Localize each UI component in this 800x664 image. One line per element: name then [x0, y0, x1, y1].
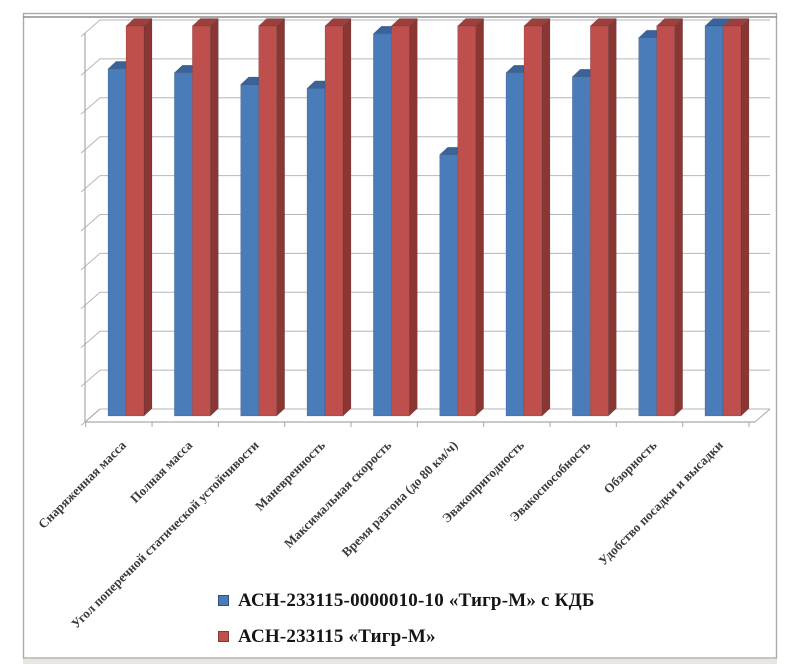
category-label: Полная масса	[127, 437, 196, 506]
left-wall-tick	[80, 369, 101, 387]
left-wall-tick	[80, 253, 101, 271]
floor-left-edge	[84, 408, 101, 423]
left-wall-tick	[80, 330, 101, 349]
category-label: Маневренность	[252, 437, 328, 513]
bar-series-2	[125, 25, 145, 417]
bar-side-series-2	[475, 17, 484, 417]
bar-series-1	[572, 76, 591, 417]
bar-series-1	[505, 72, 525, 417]
left-wall-tick	[80, 19, 101, 37]
category-label: Обзорность	[601, 437, 660, 496]
bottom-strip	[23, 659, 777, 664]
legend-swatch-red	[218, 631, 229, 642]
category-label: Удобство посадки и высадки	[595, 437, 726, 568]
bar-side-series-2	[342, 17, 352, 417]
bar-series-2	[656, 25, 675, 417]
left-wall-tick	[80, 291, 101, 310]
bar-series-1	[240, 84, 259, 417]
legend-item-series-2: АСН-233115 «Тигр-М»	[218, 625, 595, 647]
left-wall-tick	[80, 175, 101, 193]
category-label: Время разгона (до 80 км/ч)	[339, 438, 461, 560]
legend-label-series-2: АСН-233115 «Тигр-М»	[238, 625, 436, 647]
category-label: Максимальная скорость	[281, 437, 394, 550]
chart-legend: АСН-233115-0000010-10 «Тигр-М» с КДБ АСН…	[218, 589, 595, 663]
bar-side-series-2	[143, 17, 153, 417]
bar-series-1	[306, 88, 326, 417]
bar-side-series-2	[674, 17, 683, 417]
bar-series-2	[324, 25, 344, 417]
bar-series-2	[722, 25, 742, 417]
bar-series-2	[523, 25, 543, 417]
bar-series-2	[258, 25, 277, 417]
bar-series-1	[174, 72, 193, 417]
legend-label-series-1: АСН-233115-0000010-10 «Тигр-М» с КДБ	[238, 589, 595, 611]
chart-border	[22, 12, 778, 659]
bar-series-2	[590, 25, 609, 417]
left-wall-tick	[80, 214, 101, 232]
left-wall-tick	[80, 97, 101, 115]
bar-side-series-2	[740, 17, 750, 417]
bar-side-series-2	[608, 17, 617, 417]
floor-right-edge	[754, 408, 771, 423]
bar-series-1	[373, 33, 392, 417]
bar-side-series-2	[541, 17, 551, 417]
bar-series-2	[457, 25, 476, 417]
legend-swatch-blue	[218, 595, 229, 606]
bar-series-1	[638, 37, 657, 417]
bar-series-1	[107, 68, 127, 417]
bar-side-series-2	[409, 17, 418, 417]
bar-series-1	[704, 25, 724, 417]
bar-side-series-2	[276, 17, 285, 417]
category-label: Снаряженная масса	[35, 437, 129, 531]
legend-item-series-1: АСН-233115-0000010-10 «Тигр-М» с КДБ	[218, 589, 595, 611]
left-wall-tick	[80, 136, 101, 154]
bar-series-1	[439, 154, 458, 417]
bar-series-2	[192, 25, 211, 417]
left-wall-tick	[80, 58, 101, 76]
bar-series-2	[391, 25, 410, 417]
bar-side-series-2	[210, 17, 219, 417]
